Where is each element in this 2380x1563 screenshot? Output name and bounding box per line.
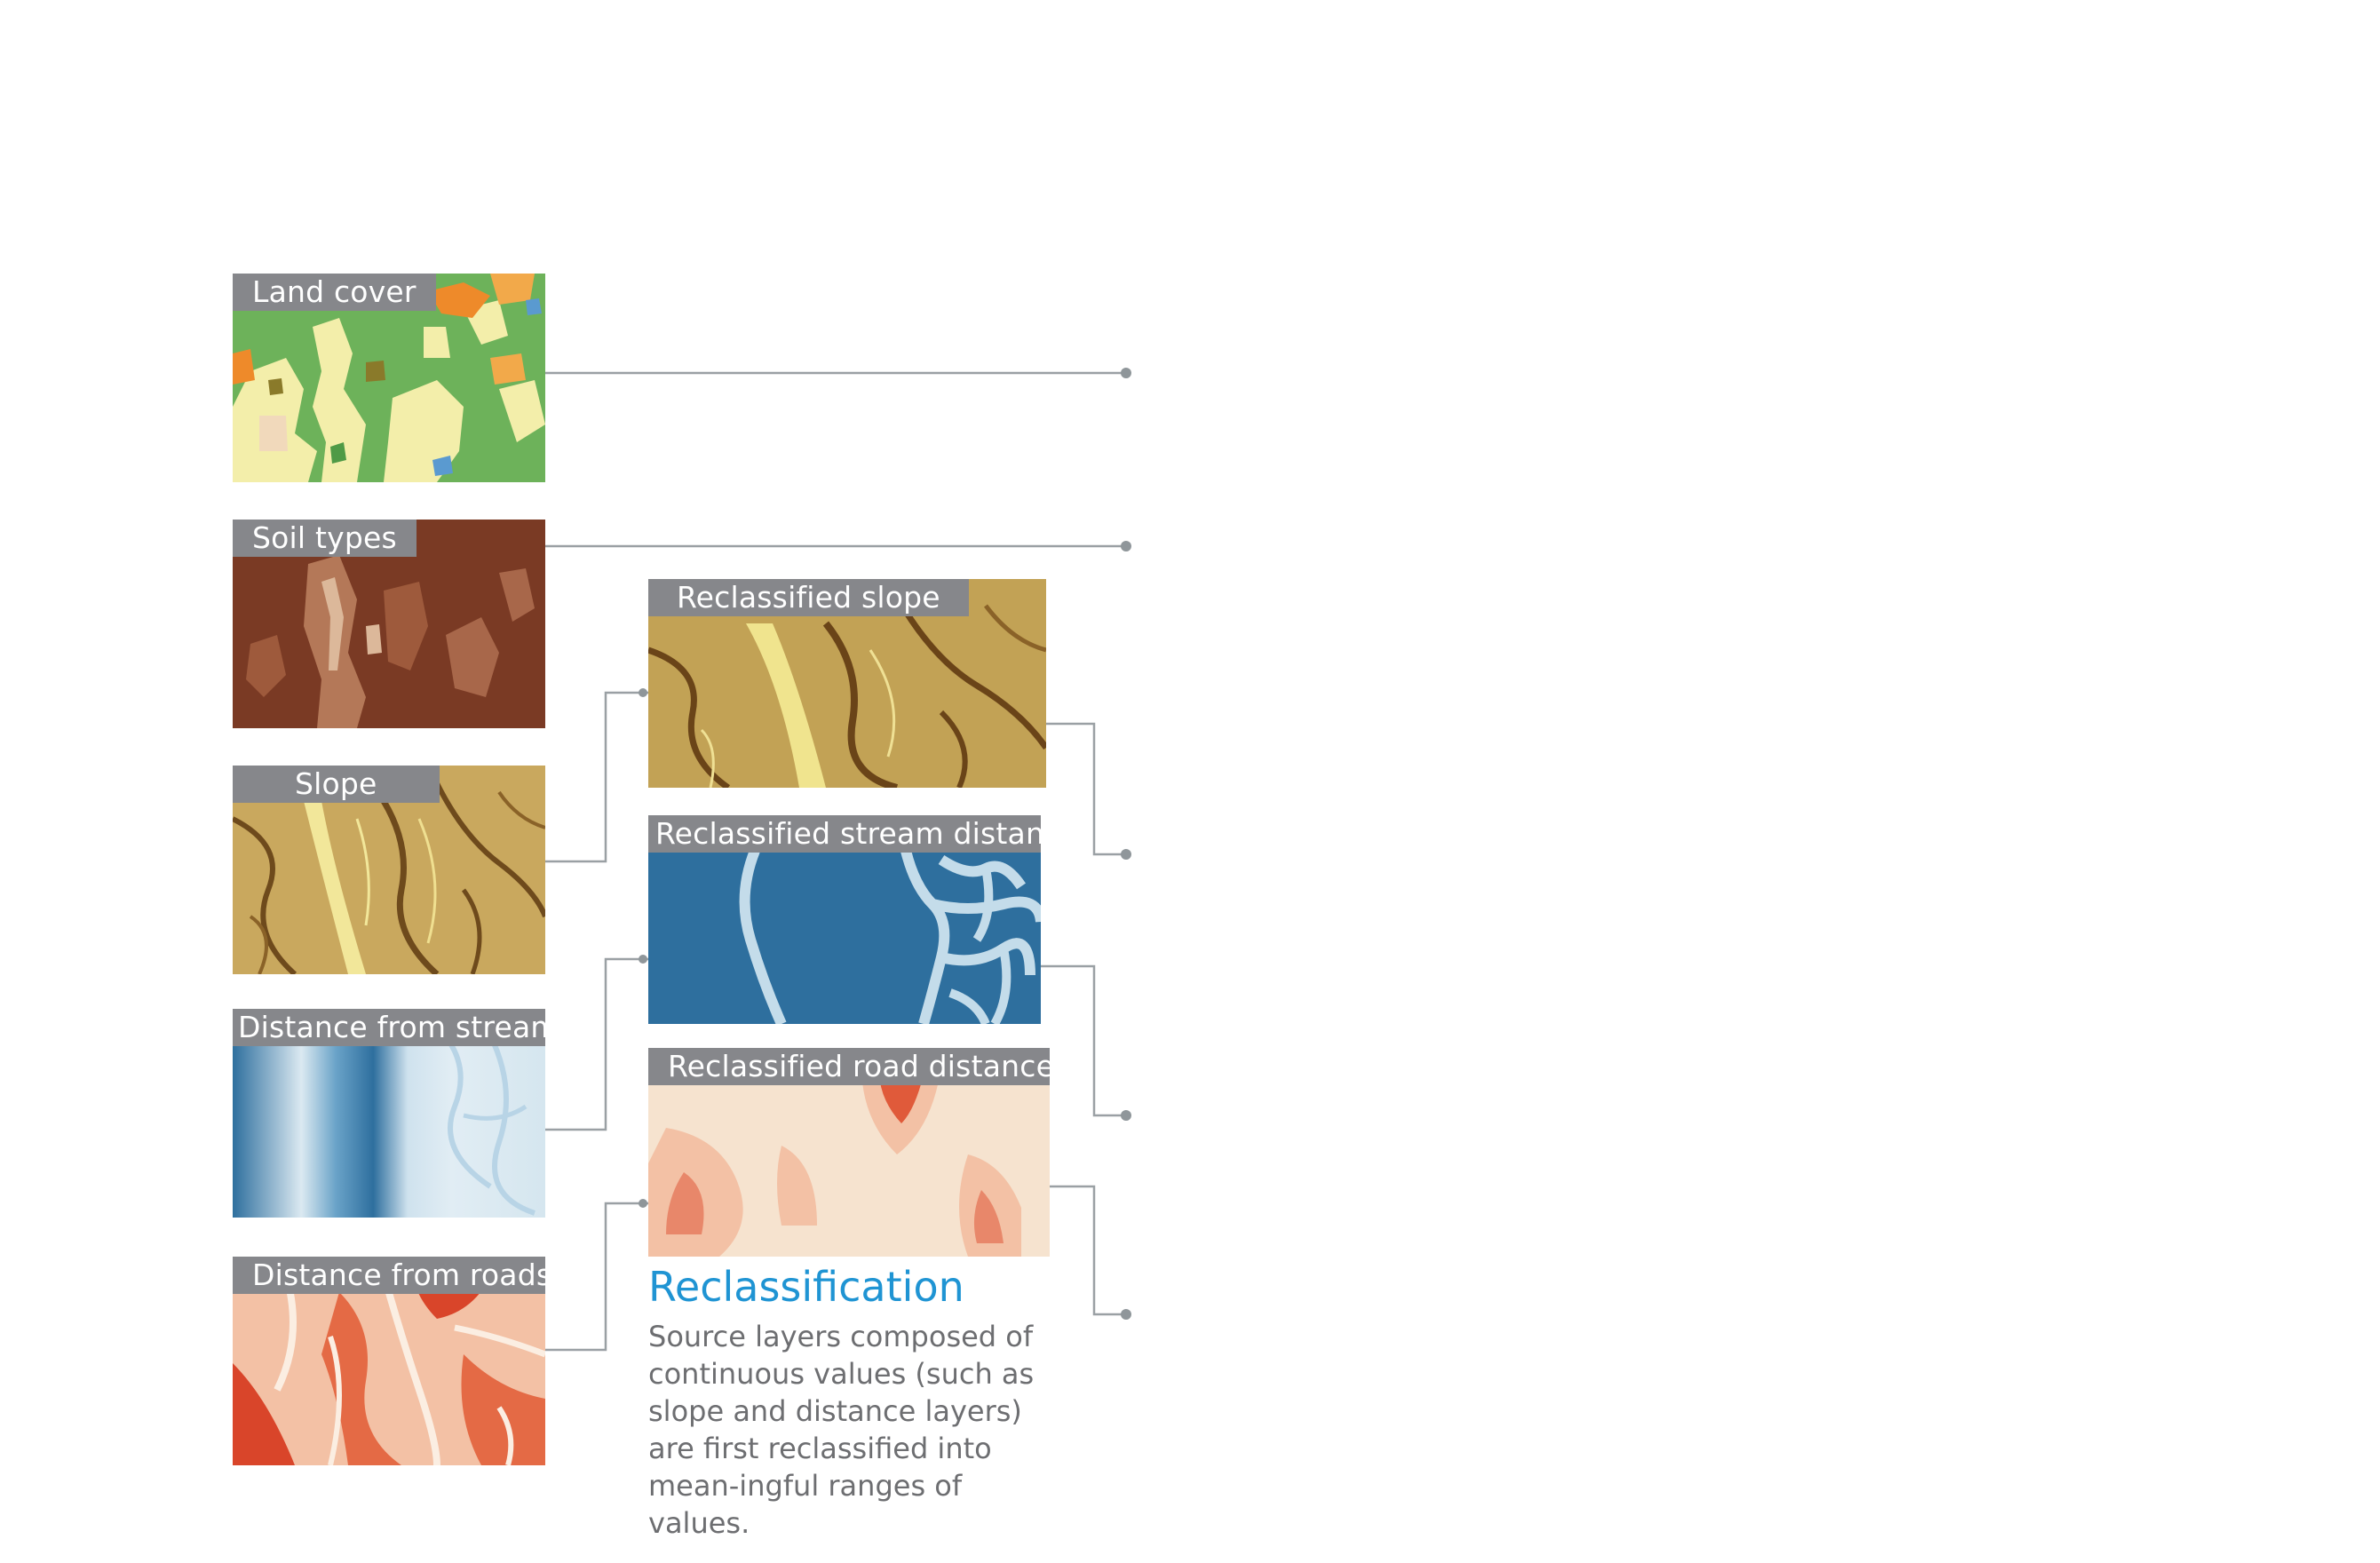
reclassified-road-distance-tile: Reclassified road distance <box>648 1048 1050 1257</box>
distance-from-streams-tile: Distance from streams <box>233 1009 545 1218</box>
reclassification-description: Source layers composed of continuous val… <box>648 1320 1035 1540</box>
land-cover-label: Land cover <box>233 274 436 311</box>
streams-connector <box>545 957 648 1131</box>
land-cover-tile: Land cover <box>233 274 545 482</box>
distance-from-roads-label: Distance from roads <box>233 1257 545 1294</box>
reclassification-title: Reclassification <box>648 1263 964 1311</box>
distance-from-roads-tile: Distance from roads <box>233 1257 545 1465</box>
soil-types-endpoint <box>1121 541 1131 551</box>
reclassified-slope-connector <box>1046 722 1126 856</box>
soil-types-tile: Soil types <box>233 520 545 728</box>
reclassified-stream-distance-tile: Reclassified stream distance <box>648 815 1041 1024</box>
reclassified-stream-endpoint <box>1121 1110 1131 1121</box>
reclassified-slope-label: Reclassified slope <box>648 579 969 616</box>
streams-input-node <box>639 955 647 964</box>
slope-label: Slope <box>233 766 440 803</box>
reclassified-stream-connector <box>1041 964 1126 1117</box>
distance-from-streams-label: Distance from streams <box>233 1009 545 1046</box>
reclassified-slope-tile: Reclassified slope <box>648 579 1046 788</box>
reclassified-road-distance-label: Reclassified road distance <box>648 1048 1050 1085</box>
land-cover-endpoint <box>1121 368 1131 378</box>
slope-input-node <box>639 688 647 697</box>
slope-tile: Slope <box>233 766 545 974</box>
soil-types-label: Soil types <box>233 520 416 557</box>
roads-connector <box>545 1202 648 1352</box>
reclassified-road-endpoint <box>1121 1309 1131 1320</box>
slope-connector <box>545 691 648 863</box>
roads-input-node <box>639 1199 647 1208</box>
reclassified-road-connector <box>1050 1185 1126 1316</box>
reclassified-slope-endpoint <box>1121 849 1131 860</box>
reclassified-stream-distance-label: Reclassified stream distance <box>648 815 1041 853</box>
